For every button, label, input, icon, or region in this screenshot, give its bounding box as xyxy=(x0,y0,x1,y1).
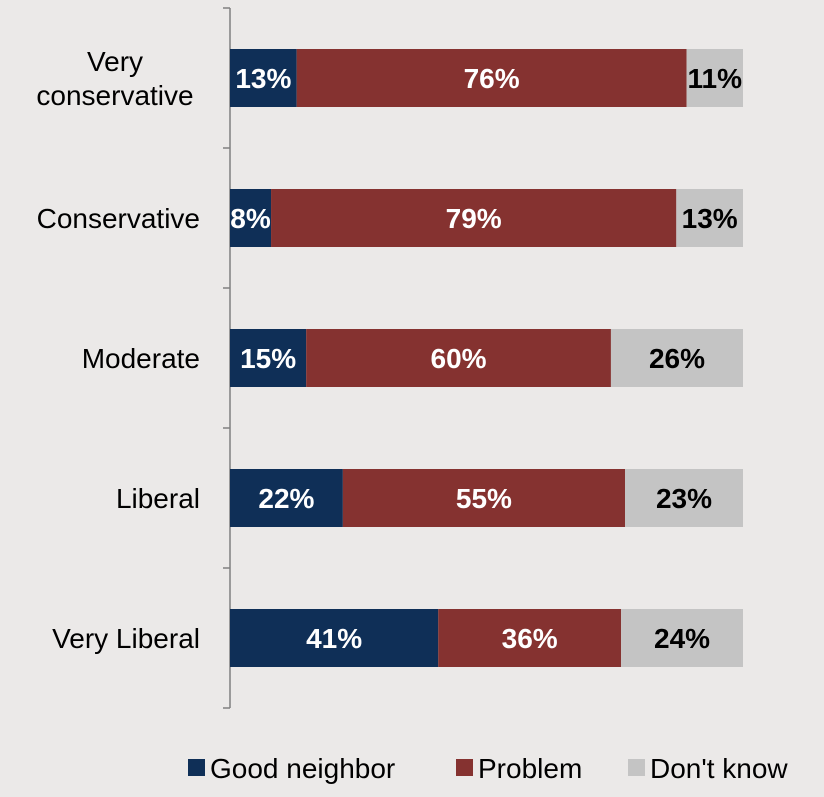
bar-segment-good-neighbor xyxy=(230,609,439,667)
legend-swatch xyxy=(456,759,473,776)
legend-item: Don't know xyxy=(628,753,788,784)
legend-label: Good neighbor xyxy=(210,753,395,784)
bar-segment-don-t-know xyxy=(610,329,743,387)
bar-segment-good-neighbor xyxy=(230,49,297,107)
category-label-line: Very Liberal xyxy=(52,623,200,654)
legend-item: Good neighbor xyxy=(188,753,395,784)
category-label: Conservative xyxy=(37,203,200,234)
bar-segment-good-neighbor xyxy=(230,189,272,247)
legend: Good neighbor Problem Don't know xyxy=(188,753,788,784)
data-label: 8% xyxy=(230,203,271,234)
data-label: 23% xyxy=(656,483,712,514)
category-axis xyxy=(223,7,231,709)
bar-segment-problem xyxy=(271,189,677,247)
bar-segment-problem xyxy=(296,49,687,107)
bar-segment-problem xyxy=(342,469,626,527)
data-label: 13% xyxy=(235,63,291,94)
category-label-line: Conservative xyxy=(37,203,200,234)
category-label-line: Very xyxy=(87,46,143,77)
category-label-line: conservative xyxy=(36,80,193,111)
data-label: 76% xyxy=(464,63,520,94)
legend-swatch xyxy=(188,759,205,776)
bar-segment-don-t-know xyxy=(676,189,743,247)
category-label-line: Liberal xyxy=(116,483,200,514)
bar-segment-good-neighbor xyxy=(230,469,343,527)
bar-segment-don-t-know xyxy=(621,609,743,667)
data-label: 26% xyxy=(649,343,705,374)
category-label: Liberal xyxy=(116,483,200,514)
legend-label: Problem xyxy=(478,753,582,784)
bar-area: 13% 76% 11% 8% 79% 13% 15% 60% 26% 22% 55% 23% 41% 36… xyxy=(230,49,743,667)
data-label: 55% xyxy=(456,483,512,514)
data-label: 79% xyxy=(446,203,502,234)
data-label: 60% xyxy=(431,343,487,374)
data-label: 15% xyxy=(240,343,296,374)
data-label: 24% xyxy=(654,623,710,654)
legend-label: Don't know xyxy=(650,753,788,784)
category-label: Moderate xyxy=(82,343,200,374)
data-label: 11% xyxy=(688,63,743,94)
data-label: 41% xyxy=(306,623,362,654)
data-label: 13% xyxy=(682,203,738,234)
bar-segment-problem xyxy=(306,329,611,387)
category-label: Very Liberal xyxy=(52,623,200,654)
bar-segment-don-t-know xyxy=(686,49,743,107)
data-label: 36% xyxy=(502,623,558,654)
legend-swatch xyxy=(628,759,645,776)
bar-segment-problem xyxy=(438,609,622,667)
legend-item: Problem xyxy=(456,753,582,784)
category-label-line: Moderate xyxy=(82,343,200,374)
data-label: 22% xyxy=(258,483,314,514)
bar-segment-don-t-know xyxy=(625,469,743,527)
bar-segment-good-neighbor xyxy=(230,329,307,387)
